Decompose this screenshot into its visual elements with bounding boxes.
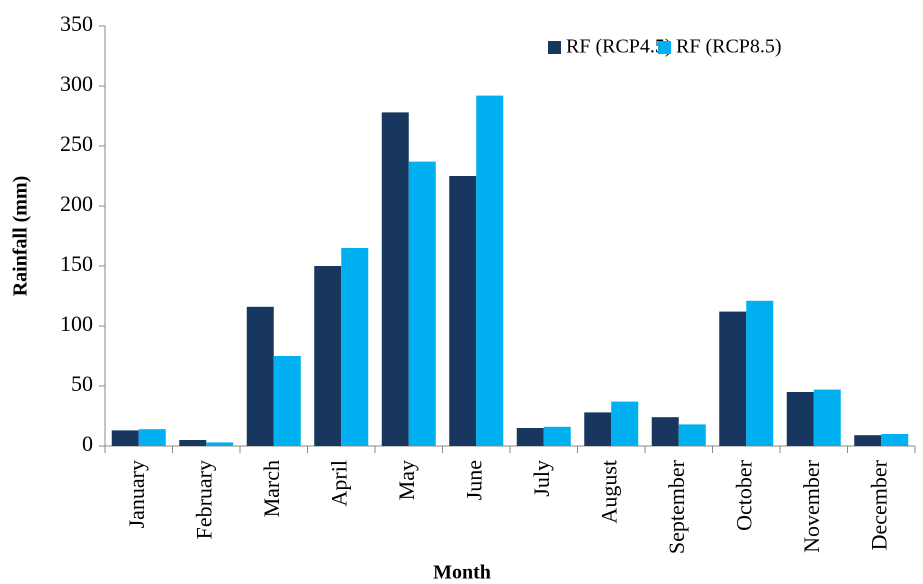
bar	[881, 434, 909, 446]
bar	[813, 389, 841, 446]
bar	[678, 424, 706, 446]
bar	[516, 428, 544, 446]
y-axis-label: Rainfall (mm)	[10, 176, 32, 297]
bar	[246, 306, 274, 446]
bar	[111, 430, 139, 446]
x-tick-label: June	[461, 460, 486, 500]
legend-swatch	[658, 41, 671, 54]
bar	[651, 417, 679, 446]
legend-swatch	[548, 41, 561, 54]
x-tick-label: February	[191, 460, 216, 539]
bar	[543, 426, 571, 446]
bar	[381, 112, 409, 447]
x-tick-label: December	[866, 459, 891, 550]
y-tick-label: 100	[60, 311, 93, 336]
x-tick-label: May	[394, 460, 419, 500]
y-tick-label: 50	[71, 371, 93, 396]
bar	[341, 248, 369, 446]
bar	[206, 442, 234, 446]
y-tick-label: 350	[60, 11, 93, 36]
bar	[138, 429, 166, 446]
y-tick-label: 0	[82, 431, 93, 456]
bar	[408, 161, 436, 446]
bar	[611, 401, 639, 446]
x-tick-label: November	[799, 459, 824, 553]
x-tick-label: October	[731, 459, 756, 531]
x-tick-label: September	[664, 459, 689, 554]
x-tick-label: March	[259, 460, 284, 517]
bar	[179, 440, 207, 446]
bar	[854, 435, 882, 446]
y-tick-label: 250	[60, 131, 93, 156]
legend-label: RF (RCP4.5)	[566, 36, 672, 58]
x-tick-label: July	[529, 460, 554, 497]
x-axis-label: Month	[433, 562, 491, 584]
x-tick-label: January	[124, 460, 149, 528]
x-tick-label: August	[596, 460, 621, 524]
bar	[449, 176, 477, 446]
bar	[273, 356, 301, 446]
x-tick-label: April	[326, 460, 351, 506]
y-tick-label: 200	[60, 191, 93, 216]
bar	[584, 412, 612, 446]
bar	[314, 266, 342, 446]
bar	[719, 311, 747, 446]
y-tick-label: 300	[60, 71, 93, 96]
bar	[746, 300, 774, 446]
bar	[786, 392, 814, 446]
bar	[476, 95, 504, 446]
legend-label: RF (RCP8.5)	[676, 36, 782, 58]
y-tick-label: 150	[60, 251, 93, 276]
